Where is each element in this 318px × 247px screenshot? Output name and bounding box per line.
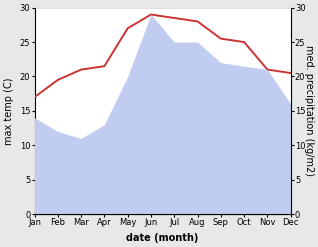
Y-axis label: max temp (C): max temp (C) <box>4 77 14 145</box>
X-axis label: date (month): date (month) <box>127 233 199 243</box>
Y-axis label: med. precipitation (kg/m2): med. precipitation (kg/m2) <box>304 45 314 176</box>
